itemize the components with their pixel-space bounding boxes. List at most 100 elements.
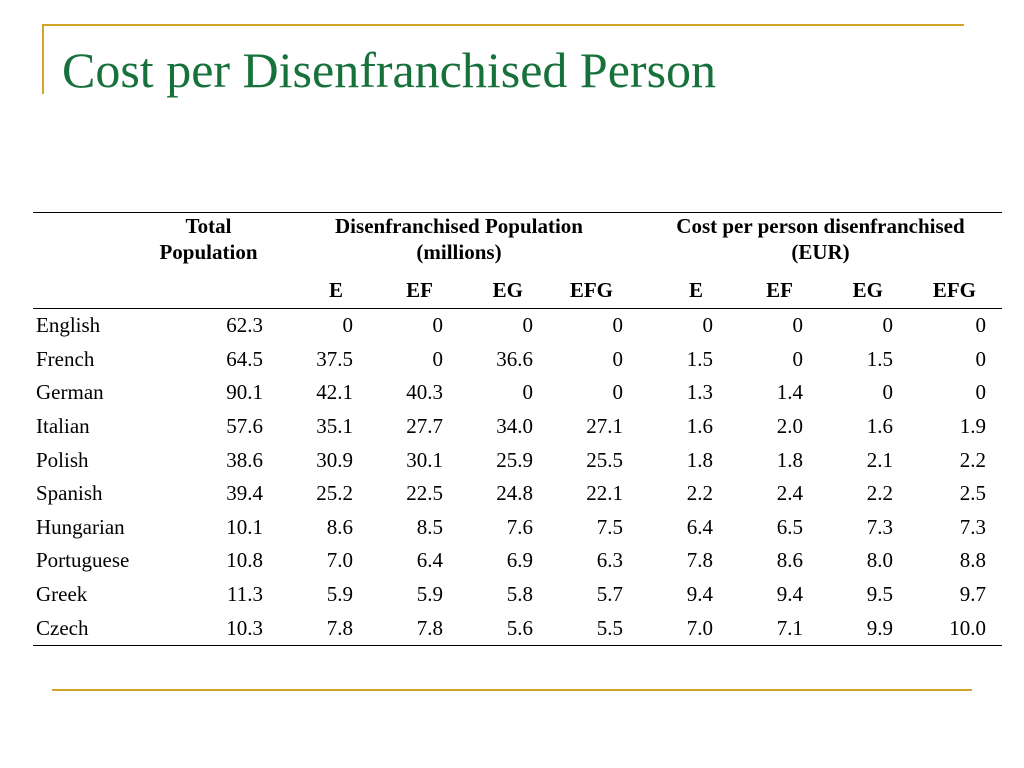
row-pop-value: 0 — [342, 313, 354, 338]
table-row: English 62.3 0 0 0 0 0 0 0 0 — [33, 309, 1002, 343]
row-language: French — [36, 346, 95, 371]
row-total-population: 10.3 — [154, 611, 279, 646]
frame-bottom-rule — [52, 689, 972, 691]
row-cost-value: 7.8 — [686, 548, 713, 573]
row-pop-value: 6.9 — [506, 548, 533, 573]
row-pop-value: 7.8 — [369, 611, 459, 646]
row-language: Spanish — [36, 481, 103, 506]
row-pop-value: 7.5 — [596, 514, 623, 539]
row-pop-value: 0 — [612, 313, 624, 338]
row-language: Portuguese — [36, 548, 130, 573]
row-cost-value: 1.9 — [959, 414, 986, 439]
subheader-cost-e: E — [639, 273, 729, 309]
row-cost-value: 9.7 — [959, 582, 986, 607]
row-language: German — [36, 380, 104, 405]
header-total-line2: Population — [159, 240, 258, 264]
row-total-population: 10.1 — [226, 514, 263, 539]
row-cost-value: 0 — [975, 313, 987, 338]
row-language: English — [36, 313, 101, 338]
table-row: Hungarian 10.1 8.6 8.5 7.6 7.5 6.4 6.5 7.3 7.3 — [33, 511, 1002, 545]
table-row: Greek 11.3 5.9 5.9 5.8 5.7 9.4 9.4 9.5 9.7 — [33, 578, 1002, 612]
row-cost-value: 2.5 — [959, 481, 986, 506]
row-language: Hungarian — [36, 514, 125, 539]
header-cost: Cost per person disenfranchised (EUR) — [639, 212, 1002, 273]
row-cost-value: 2.2 — [866, 481, 893, 506]
subheader-cost-efg: EFG — [909, 273, 1002, 309]
row-total-population: 38.6 — [226, 447, 263, 472]
row-cost-value: 1.8 — [686, 447, 713, 472]
table-body: English 62.3 0 0 0 0 0 0 0 0 French 64.5 37.5 0 36.6 0 1… — [33, 309, 1002, 646]
row-cost-value: 6.5 — [776, 514, 803, 539]
table-row: German 90.1 42.1 40.3 0 0 1.3 1.4 0 0 — [33, 376, 1002, 410]
row-total-population: 10.8 — [226, 548, 263, 573]
row-pop-value: 5.8 — [506, 582, 533, 607]
row-pop-value: 6.3 — [596, 548, 623, 573]
row-cost-value: 1.3 — [686, 380, 713, 405]
row-cost-value: 8.6 — [776, 548, 803, 573]
row-pop-value: 42.1 — [316, 380, 353, 405]
row-pop-value: 37.5 — [316, 346, 353, 371]
row-language: Czech — [33, 611, 154, 646]
row-pop-value: 40.3 — [406, 380, 443, 405]
row-pop-value: 7.0 — [326, 548, 353, 573]
row-pop-value: 0 — [612, 380, 624, 405]
row-cost-value: 8.8 — [959, 548, 986, 573]
header-disenfranchised-line2: (millions) — [416, 240, 502, 264]
row-cost-value: 2.1 — [866, 447, 893, 472]
row-cost-value: 1.4 — [776, 380, 803, 405]
header-disenfranchised-line1: Disenfranchised Population — [335, 214, 583, 238]
row-cost-value: 0 — [792, 313, 804, 338]
row-cost-value: 2.4 — [776, 481, 803, 506]
row-cost-value: 1.6 — [686, 414, 713, 439]
row-language: Greek — [36, 582, 88, 607]
row-cost-value: 9.9 — [819, 611, 909, 646]
row-pop-value: 0 — [522, 313, 534, 338]
row-pop-value: 30.1 — [406, 447, 443, 472]
row-cost-value: 10.0 — [909, 611, 1002, 646]
slide-title: Cost per Disenfranchised Person — [62, 42, 717, 98]
row-language: Polish — [36, 447, 89, 472]
row-pop-value: 35.1 — [316, 414, 353, 439]
row-cost-value: 1.6 — [866, 414, 893, 439]
row-pop-value: 5.9 — [326, 582, 353, 607]
header-corner — [33, 212, 154, 273]
row-pop-value: 5.5 — [549, 611, 639, 646]
row-pop-value: 25.5 — [586, 447, 623, 472]
subheader-pop-eg: EG — [459, 273, 549, 309]
row-total-population: 39.4 — [226, 481, 263, 506]
row-cost-value: 9.5 — [866, 582, 893, 607]
row-cost-value: 0 — [975, 380, 987, 405]
row-cost-value: 7.1 — [729, 611, 819, 646]
row-cost-value: 0 — [882, 313, 894, 338]
header-cost-line2: (EUR) — [791, 240, 850, 264]
table-row: Czech 10.3 7.8 7.8 5.6 5.5 7.0 7.1 9.9 10.0 — [33, 611, 1002, 646]
row-cost-value: 7.3 — [866, 514, 893, 539]
row-total-population: 90.1 — [226, 380, 263, 405]
row-cost-value: 2.2 — [959, 447, 986, 472]
row-cost-value: 0 — [792, 346, 804, 371]
row-total-population: 57.6 — [226, 414, 263, 439]
table-row: Polish 38.6 30.9 30.1 25.9 25.5 1.8 1.8 2.1 2.2 — [33, 443, 1002, 477]
row-pop-value: 36.6 — [496, 346, 533, 371]
subheader-pop-e: E — [279, 273, 369, 309]
row-pop-value: 8.6 — [326, 514, 353, 539]
row-pop-value: 0 — [612, 346, 624, 371]
row-cost-value: 7.0 — [639, 611, 729, 646]
header-disenfranchised: Disenfranchised Population (millions) — [279, 212, 639, 273]
row-pop-value: 7.6 — [506, 514, 533, 539]
row-pop-value: 27.7 — [406, 414, 443, 439]
table-subheader-row: E EF EG EFG E EF EG EFG — [33, 273, 1002, 309]
row-cost-value: 0 — [882, 380, 894, 405]
cost-table: Total Population Disenfranchised Populat… — [33, 212, 1002, 646]
row-pop-value: 8.5 — [416, 514, 443, 539]
row-cost-value: 0 — [975, 346, 987, 371]
row-cost-value: 9.4 — [776, 582, 803, 607]
row-pop-value: 0 — [432, 346, 444, 371]
table-row: Spanish 39.4 25.2 22.5 24.8 22.1 2.2 2.4 2.2 2.5 — [33, 477, 1002, 511]
row-total-population: 62.3 — [226, 313, 263, 338]
table-row: Portuguese 10.8 7.0 6.4 6.9 6.3 7.8 8.6 8.0 8.8 — [33, 544, 1002, 578]
row-pop-value: 24.8 — [496, 481, 533, 506]
subheader-cost-ef: EF — [729, 273, 819, 309]
row-cost-value: 1.5 — [866, 346, 893, 371]
row-cost-value: 1.8 — [776, 447, 803, 472]
